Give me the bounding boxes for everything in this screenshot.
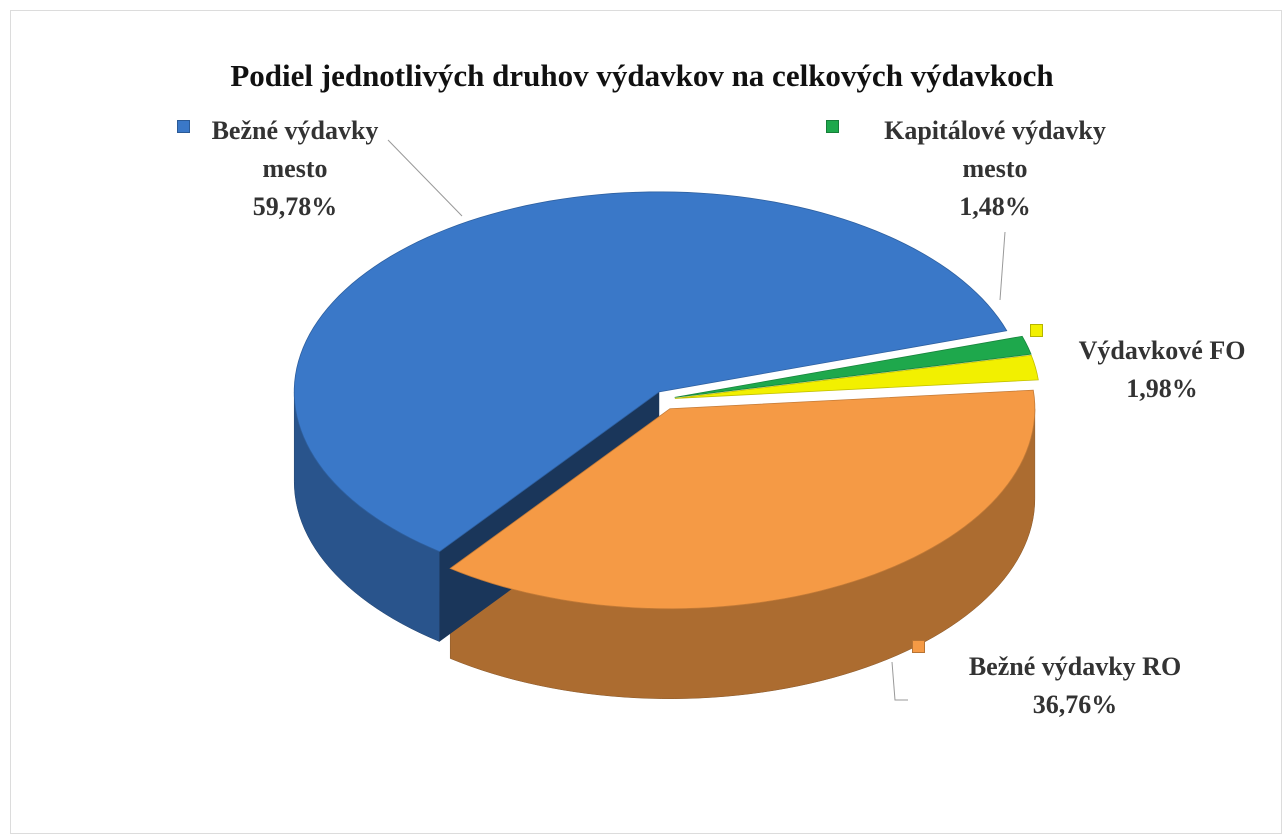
value-label: 1,98% bbox=[1126, 374, 1198, 403]
value-label: 36,76% bbox=[1032, 690, 1118, 719]
data-label: Bežné výdavky mesto 59,78% bbox=[190, 112, 400, 226]
legend-marker bbox=[177, 120, 190, 133]
leader-line bbox=[387, 139, 463, 217]
category-label: Výdavkové FO bbox=[1078, 336, 1246, 365]
category-label: Bežné výdavky RO bbox=[968, 652, 1182, 681]
value-label: 1,48% bbox=[959, 192, 1031, 221]
category-label: Kapitálové výdavky mesto bbox=[884, 116, 1106, 183]
slice bbox=[449, 389, 1036, 610]
value-label: 59,78% bbox=[252, 192, 338, 221]
legend-marker bbox=[912, 640, 925, 653]
data-label: Výdavkové FO 1,98% bbox=[1062, 332, 1262, 408]
chart-title: Podiel jednotlivých druhov výdavkov na c… bbox=[230, 58, 1054, 93]
slice bbox=[674, 354, 1039, 399]
category-label: Bežné výdavky mesto bbox=[211, 116, 379, 183]
leader-line bbox=[999, 231, 1006, 301]
leader-line bbox=[891, 661, 908, 701]
legend-marker bbox=[1030, 324, 1043, 337]
slice bbox=[674, 335, 1032, 398]
slice bbox=[293, 191, 1008, 553]
data-label: Bežné výdavky RO 36,76% bbox=[935, 648, 1215, 724]
data-label: Kapitálové výdavky mesto 1,48% bbox=[860, 112, 1130, 226]
frame bbox=[10, 10, 1282, 834]
legend-marker bbox=[826, 120, 839, 133]
